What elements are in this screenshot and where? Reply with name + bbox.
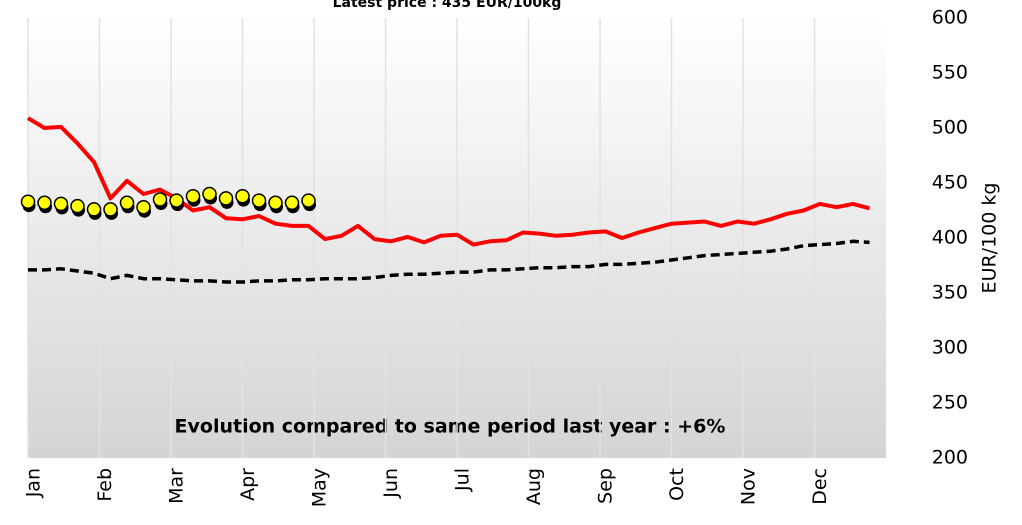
- series-line: [28, 239, 870, 284]
- y-tick-label: 450: [932, 172, 968, 194]
- x-tick-label: Aug: [523, 468, 545, 505]
- marker: [70, 198, 85, 214]
- marker: [268, 195, 283, 211]
- x-tick-label: Sep: [595, 468, 617, 504]
- marker: [152, 192, 168, 207]
- x-tick-label: Dec: [809, 468, 831, 505]
- marker: [251, 193, 267, 208]
- marker: [86, 202, 102, 217]
- x-tick-label: Jun: [380, 468, 402, 499]
- marker: [235, 188, 250, 204]
- x-tick-label: Apr: [237, 468, 259, 501]
- annotation: Evolution compared to same period last y…: [175, 416, 726, 438]
- y-tick-label: 600: [932, 7, 968, 29]
- marker: [53, 196, 69, 212]
- x-tick-label: Jan: [23, 468, 45, 498]
- x-tick-label: May: [308, 468, 330, 507]
- y-tick-label: 400: [932, 227, 968, 249]
- marker: [202, 186, 217, 202]
- y-tick-label: 200: [932, 447, 968, 469]
- y-tick-label: 500: [932, 117, 968, 139]
- marker: [136, 199, 151, 215]
- marker: [103, 202, 118, 217]
- x-tick-label: Feb: [94, 468, 116, 502]
- y-tick-label: 250: [932, 392, 968, 414]
- y-tick-label: 350: [932, 282, 968, 304]
- marker: [301, 193, 316, 208]
- x-tick-label: Nov: [737, 468, 759, 505]
- marker: [284, 195, 300, 211]
- x-tick-label: Jul: [452, 468, 474, 492]
- marker: [119, 195, 135, 211]
- marker: [169, 193, 184, 208]
- y-tick-label: 550: [932, 62, 968, 84]
- y-axis-label: EUR/100 kg: [979, 183, 1001, 294]
- chart-title: Latest price : 435 EUR/100kg: [333, 0, 562, 11]
- marker: [218, 191, 234, 206]
- x-tick-label: Mar: [166, 468, 188, 504]
- y-tick-label: 300: [932, 337, 968, 359]
- marker: [185, 188, 201, 204]
- marker: [37, 195, 52, 211]
- x-tick-label: Oct: [666, 468, 688, 501]
- series-line: [26, 116, 871, 247]
- marker: [20, 194, 36, 209]
